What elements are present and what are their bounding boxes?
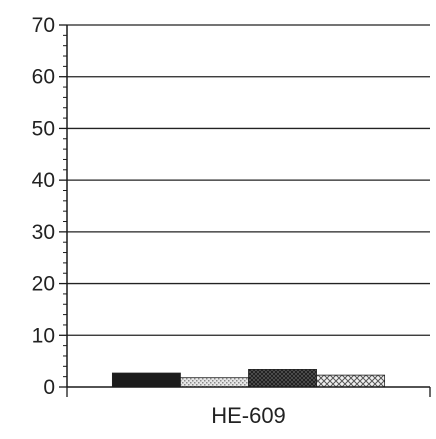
gridlines — [67, 24, 430, 336]
bars — [111, 369, 386, 388]
x-category-label: HE-609 — [211, 403, 286, 428]
y-tick-label-0: 0 — [43, 376, 55, 399]
y-tick-label-10: 10 — [32, 324, 55, 347]
bar-3 — [248, 369, 317, 388]
bar-2 — [180, 377, 249, 388]
bar-1 — [111, 372, 181, 388]
y-tick-label-50: 50 — [32, 117, 55, 140]
y-tick-label-60: 60 — [32, 66, 55, 89]
y-tick-label-70: 70 — [32, 14, 55, 37]
category-labels: HE-609 — [211, 403, 286, 428]
bar-4 — [316, 374, 386, 388]
y-tick-labels: 0 10 20 30 40 50 60 70 — [32, 14, 55, 399]
y-tick-label-20: 20 — [32, 273, 55, 296]
axes — [59, 24, 431, 397]
y-tick-label-30: 30 — [32, 221, 55, 244]
y-tick-label-40: 40 — [32, 169, 55, 192]
